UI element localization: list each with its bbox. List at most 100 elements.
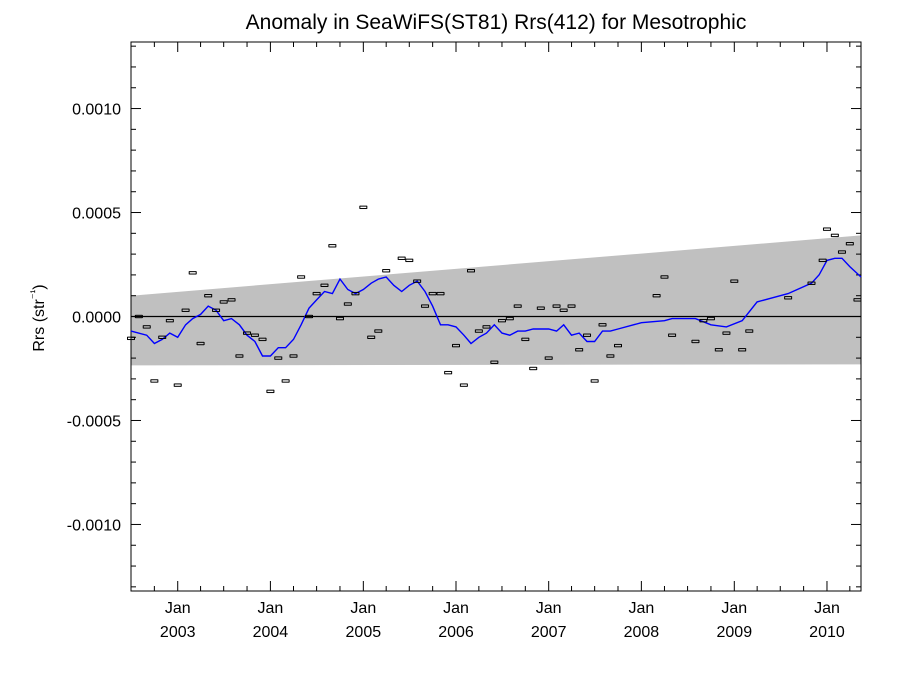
y-tick-label: 0.0010	[72, 102, 121, 119]
x-tick-month-label: Jan	[165, 600, 191, 617]
data-point	[312, 291, 321, 296]
data-point	[335, 316, 344, 321]
x-tick-year-label: 2006	[438, 624, 474, 641]
data-point	[590, 379, 599, 383]
data-point	[165, 318, 174, 323]
data-point	[652, 294, 661, 298]
data-point	[807, 281, 816, 285]
x-tick-month-label: Jan	[721, 600, 747, 617]
data-point	[405, 258, 414, 263]
data-point	[343, 302, 352, 306]
data-point	[482, 325, 491, 329]
data-point	[436, 291, 445, 296]
data-point	[668, 333, 677, 337]
y-tick-label: -0.0005	[67, 413, 121, 430]
x-tick-month-label: Jan	[628, 600, 654, 617]
data-point	[459, 383, 468, 387]
data-point	[320, 283, 329, 288]
x-tick-month-label: Jan	[350, 600, 376, 617]
data-point	[428, 291, 437, 296]
chart-title: Anomaly in SeaWiFS(ST81) Rrs(412) for Me…	[246, 11, 747, 34]
data-point	[614, 343, 623, 348]
data-point	[521, 337, 530, 342]
data-point	[150, 379, 159, 383]
data-point	[188, 271, 197, 275]
data-point	[575, 348, 584, 352]
data-point	[134, 314, 143, 319]
data-point	[359, 205, 368, 210]
data-point	[474, 329, 483, 333]
smoothed-anomaly-line	[130, 257, 862, 357]
data-point	[660, 275, 669, 279]
data-point	[822, 227, 831, 231]
data-point	[142, 325, 151, 329]
data-point	[552, 304, 561, 308]
x-tick-month-label: Jan	[536, 600, 562, 617]
data-point	[204, 294, 213, 298]
data-point	[699, 318, 708, 323]
data-point	[706, 316, 715, 321]
x-tick-year-label: 2003	[160, 624, 196, 641]
data-point	[544, 356, 553, 360]
data-point	[818, 258, 827, 263]
data-point	[281, 379, 290, 383]
data-point	[837, 250, 846, 254]
data-point	[196, 341, 205, 346]
data-point	[691, 339, 700, 344]
plot-area: 0.0010 0.0005 0.0000 -0.0005 -0.0010 Jan 2003 J…	[67, 41, 862, 641]
data-point	[567, 304, 576, 308]
x-tick-year-label: 2007	[531, 624, 567, 641]
data-point	[235, 354, 244, 358]
data-point	[452, 343, 461, 348]
x-tick-year-label: 2005	[346, 624, 382, 641]
data-point	[536, 306, 545, 310]
data-point	[490, 360, 499, 364]
data-point	[745, 329, 754, 333]
data-point	[382, 269, 391, 273]
data-point	[529, 366, 538, 371]
y-axis-label: Rrs (str⁻¹)	[29, 284, 48, 351]
data-point	[212, 308, 221, 312]
data-point	[714, 348, 723, 352]
data-point	[505, 316, 514, 321]
data-point	[513, 304, 522, 308]
data-point	[397, 256, 406, 260]
trend-band	[131, 235, 861, 366]
y-tick-label: 0.0005	[72, 206, 121, 223]
data-point	[158, 335, 167, 339]
data-point	[413, 279, 422, 283]
data-point	[219, 300, 228, 304]
data-point	[374, 329, 383, 333]
data-point	[266, 389, 275, 394]
data-point	[274, 356, 283, 360]
x-tick-month-label: Jan	[257, 600, 283, 617]
data-point	[830, 233, 839, 238]
x-tick-year-label: 2004	[253, 624, 289, 641]
data-point	[598, 323, 607, 327]
data-point	[853, 298, 862, 302]
x-tick-month-label: Jan	[443, 600, 469, 617]
x-tick-year-label: 2008	[624, 624, 660, 641]
x-tick-month-label: Jan	[814, 600, 840, 617]
x-tick-year-label: 2010	[809, 624, 845, 641]
data-point	[845, 242, 854, 246]
data-point	[497, 318, 506, 323]
data-point	[444, 370, 453, 375]
data-point	[297, 275, 306, 279]
data-point	[421, 304, 430, 308]
data-point	[730, 279, 739, 283]
data-point	[367, 335, 376, 339]
data-point	[258, 337, 267, 342]
data-point	[304, 314, 313, 319]
data-point	[738, 348, 747, 352]
data-point	[606, 354, 615, 358]
data-point	[351, 291, 360, 296]
data-point	[559, 308, 568, 312]
y-tick-label: 0.0000	[72, 310, 121, 327]
x-tick-year-label: 2009	[717, 624, 753, 641]
data-point	[250, 333, 259, 337]
data-point	[227, 298, 236, 302]
data-point	[328, 244, 337, 248]
data-point	[127, 336, 135, 341]
